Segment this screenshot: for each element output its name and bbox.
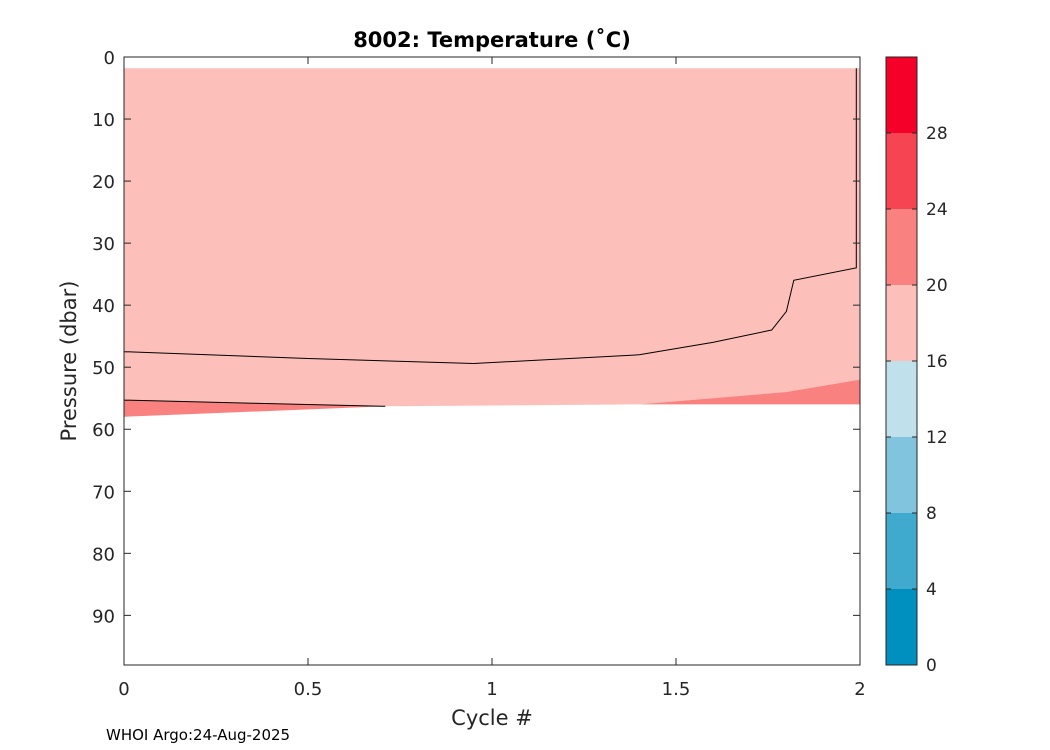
- colorbar-tick-label: 12: [926, 428, 948, 448]
- colorbar-tick-label: 4: [926, 580, 937, 600]
- y-tick-label: 80: [92, 544, 115, 565]
- colorbar-segment-20-24: [886, 209, 917, 285]
- x-tick-label: 0: [118, 679, 129, 700]
- y-tick-label: 90: [92, 606, 115, 627]
- colorbar-segment-28-32: [886, 57, 917, 133]
- contour-region-20-24-left: [124, 400, 386, 417]
- x-axis-ticks: 0 0.5 1 1.5 2: [118, 57, 866, 700]
- y-tick-label: 0: [104, 48, 115, 69]
- colorbar-tick-label: 28: [926, 124, 948, 144]
- y-tick-label: 60: [92, 420, 115, 441]
- x-axis-label: Cycle #: [451, 706, 533, 730]
- y-tick-label: 20: [92, 172, 115, 193]
- x-tick-label: 1: [486, 679, 497, 700]
- colorbar-segment-0-4: [886, 589, 917, 665]
- y-tick-label: 10: [92, 110, 115, 131]
- y-tick-label: 40: [92, 296, 115, 317]
- contour-lines: [123, 68, 857, 407]
- colorbar-segments: [886, 57, 917, 665]
- filled-contour-regions: [124, 68, 860, 417]
- colorbar-ticks: 0 4 8 12 16 20 24 28: [886, 124, 948, 676]
- colorbar: 0 4 8 12 16 20 24 28: [885, 56, 948, 676]
- contour-line-20-1: [123, 399, 386, 407]
- x-tick-label: 0.5: [294, 679, 323, 700]
- colorbar-tick-label: 24: [926, 200, 948, 220]
- colorbar-segment-8-12: [886, 437, 917, 513]
- footer-timestamp: WHOI Argo:24-Aug-2025: [106, 726, 290, 744]
- colorbar-tick-label: 8: [926, 504, 937, 524]
- contour-region-16-20: [124, 68, 860, 407]
- colorbar-tick-label: 0: [926, 656, 937, 676]
- y-tick-label: 50: [92, 358, 115, 379]
- contour-line-16-0: [123, 68, 857, 365]
- y-axis-label: Pressure (dbar): [57, 281, 81, 442]
- colorbar-segment-12-16: [886, 361, 917, 437]
- colorbar-segment-24-28: [886, 133, 917, 209]
- y-tick-label: 70: [92, 482, 115, 503]
- y-axis-ticks: 0 10 20 30 40 50 60 70 80 90: [92, 48, 860, 627]
- contour-region-20-24-right: [639, 379, 860, 405]
- colorbar-tick-label: 16: [926, 352, 948, 372]
- x-tick-label: 2: [854, 679, 865, 700]
- plot-area: 0 0.5 1 1.5 2 0 10 20 30 40 50 60 70 80 90: [92, 48, 866, 700]
- colorbar-tick-label: 20: [926, 276, 948, 296]
- y-tick-label: 30: [92, 234, 115, 255]
- x-tick-label: 1.5: [662, 679, 691, 700]
- colorbar-segment-4-8: [886, 513, 917, 589]
- chart-title: 8002: Temperature (˚C): [353, 28, 631, 52]
- colorbar-segment-16-20: [886, 285, 917, 361]
